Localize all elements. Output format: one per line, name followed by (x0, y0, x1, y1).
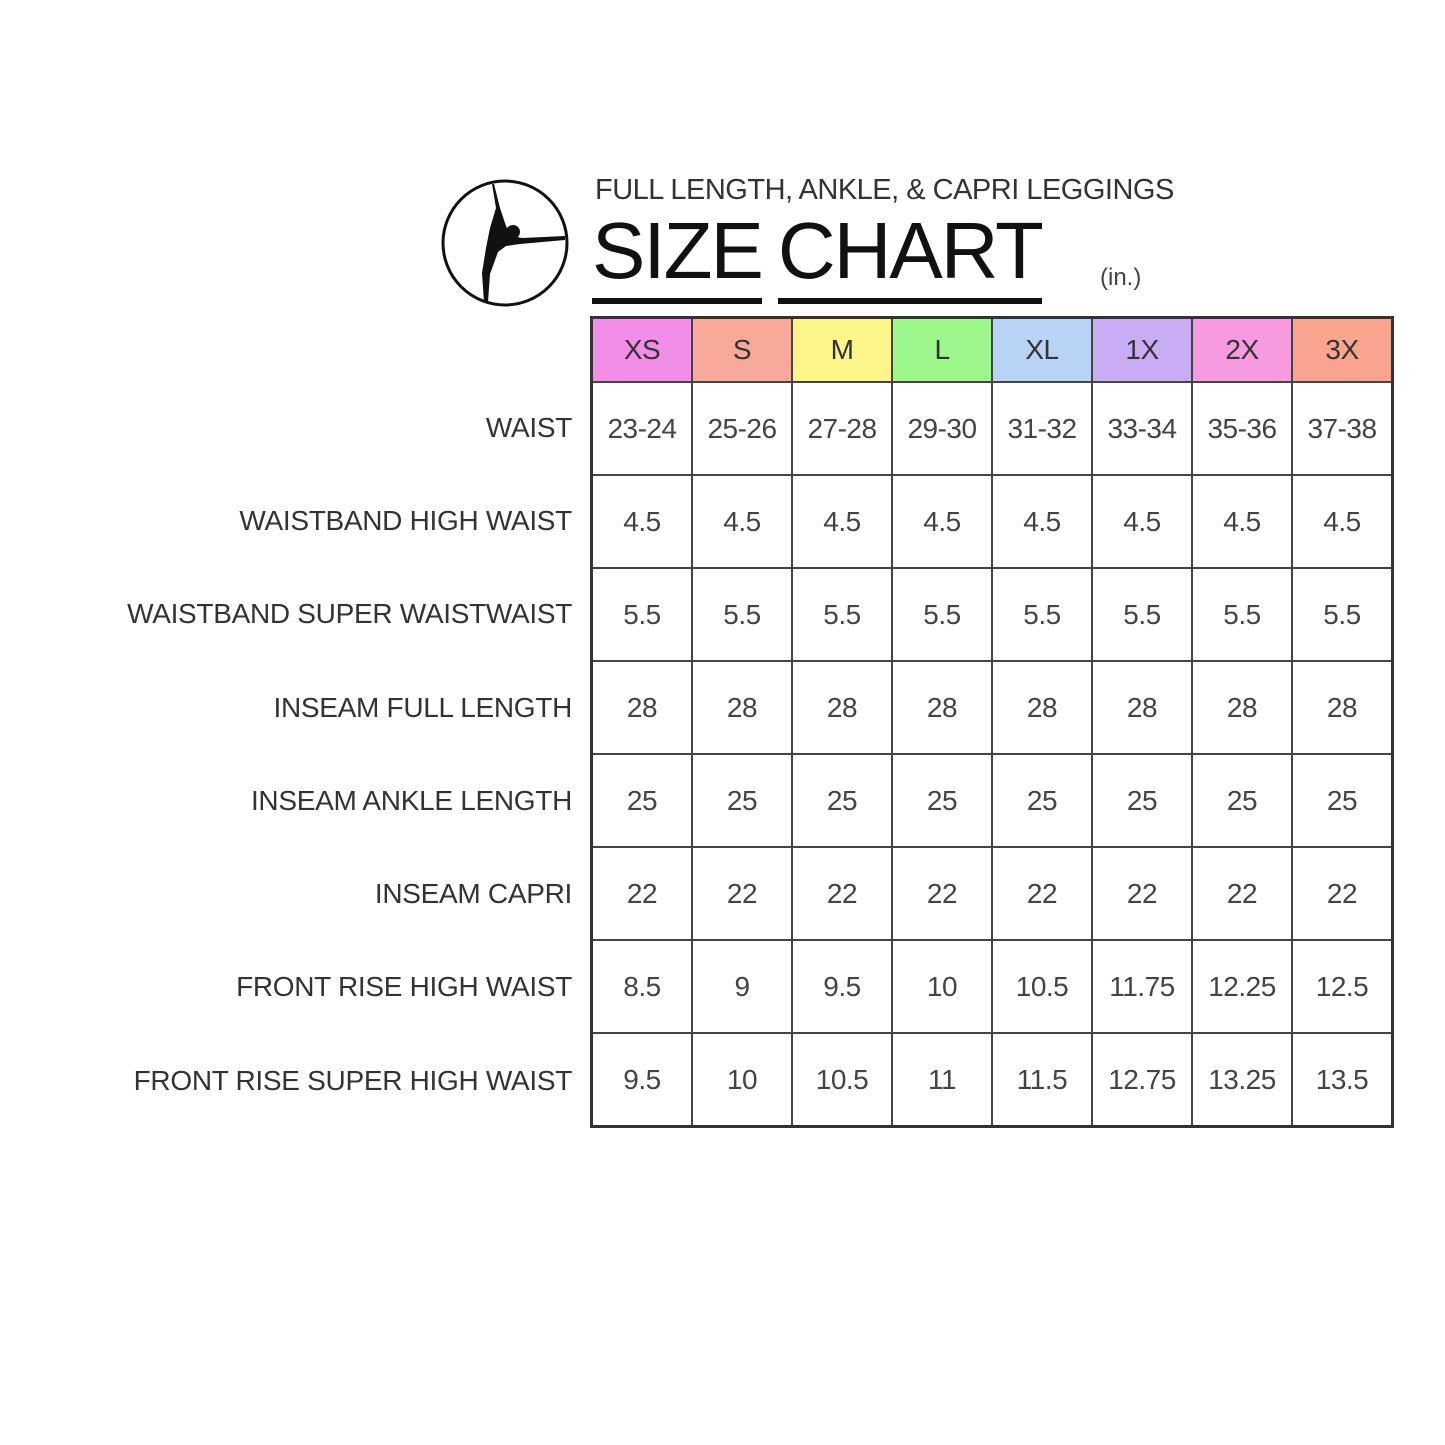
table-cell: 27-28 (791, 381, 893, 476)
table-cell: 9 (691, 939, 793, 1034)
size-header-3x: 3X (1291, 316, 1394, 383)
table-cell: 28 (691, 660, 793, 755)
table-cell: 9.5 (590, 1032, 693, 1128)
table-cell: 4.5 (791, 474, 893, 569)
table-cell: 25 (1291, 753, 1394, 848)
size-header-1x: 1X (1091, 316, 1193, 383)
table-cell: 10 (891, 939, 993, 1034)
table-cell: 12.75 (1091, 1032, 1193, 1128)
table-cell: 12.5 (1291, 939, 1394, 1034)
table-cell: 25 (691, 753, 793, 848)
title-word-size: SIZE (592, 206, 764, 304)
table-cell: 28 (1091, 660, 1193, 755)
table-cell: 5.5 (991, 567, 1093, 662)
row-label: WAISTBAND HIGH WAIST (239, 504, 572, 536)
row-label: WAISTBAND SUPER WAISTWAIST (127, 598, 572, 630)
table-row: 28 28 28 28 28 28 28 28 (590, 660, 1394, 755)
table-cell: 28 (891, 660, 993, 755)
table-row: 9.5 10 10.5 11 11.5 12.75 13.25 13.5 (590, 1032, 1394, 1128)
table-cell: 4.5 (691, 474, 793, 569)
row-label: INSEAM ANKLE LENGTH (250, 784, 572, 816)
table-cell: 13.25 (1191, 1032, 1293, 1128)
table-cell: 5.5 (891, 567, 993, 662)
size-header-row: XS S M L XL 1X 2X 3X (590, 316, 1394, 383)
table-cell: 28 (1191, 660, 1293, 755)
row-label: FRONT RISE SUPER HIGH WAIST (133, 1064, 573, 1096)
title-word-chart: CHART (777, 206, 1044, 304)
table-cell: 10 (691, 1032, 793, 1128)
table-cell: 25 (991, 753, 1093, 848)
table-cell: 23-24 (590, 381, 693, 476)
table-cell: 4.5 (891, 474, 993, 569)
table-cell: 5.5 (1091, 567, 1193, 662)
table-cell: 33-34 (1091, 381, 1193, 476)
table-cell: 11.5 (991, 1032, 1093, 1128)
row-label: WAIST (485, 411, 572, 443)
table-cell: 28 (791, 660, 893, 755)
table-cell: 11 (891, 1032, 993, 1128)
table-cell: 4.5 (590, 474, 693, 569)
table-cell: 5.5 (590, 567, 693, 662)
table-cell: 28 (590, 660, 693, 755)
table-row: 25 25 25 25 25 25 25 25 (590, 753, 1394, 848)
table-cell: 4.5 (1291, 474, 1394, 569)
table-cell: 5.5 (691, 567, 793, 662)
page-title: SIZE CHART (592, 206, 1058, 304)
table-row: 23-24 25-26 27-28 29-30 31-32 33-34 35-36 37-38 (590, 381, 1394, 476)
table-cell: 25 (1191, 753, 1293, 848)
table-cell: 31-32 (991, 381, 1093, 476)
gymnast-logo-icon (441, 179, 569, 307)
size-header-2x: 2X (1191, 316, 1293, 383)
table-cell: 28 (1291, 660, 1394, 755)
table-cell: 12.25 (1191, 939, 1293, 1034)
table-cell: 22 (791, 846, 893, 941)
row-label: INSEAM FULL LENGTH (273, 691, 572, 723)
table-cell: 25-26 (691, 381, 793, 476)
row-label: FRONT RISE HIGH WAIST (236, 971, 572, 1003)
table-cell: 22 (691, 846, 793, 941)
table-cell: 28 (991, 660, 1093, 755)
row-label: INSEAM CAPRI (374, 878, 572, 910)
table-cell: 9.5 (791, 939, 893, 1034)
table-cell: 5.5 (1291, 567, 1394, 662)
table-cell: 22 (590, 846, 693, 941)
table-cell: 22 (991, 846, 1093, 941)
table-cell: 25 (590, 753, 693, 848)
table-cell: 22 (1291, 846, 1394, 941)
table-cell: 25 (791, 753, 893, 848)
table-cell: 37-38 (1291, 381, 1394, 476)
table-cell: 4.5 (991, 474, 1093, 569)
table-cell: 22 (891, 846, 993, 941)
table-cell: 4.5 (1091, 474, 1193, 569)
size-header-xs: XS (590, 316, 693, 383)
table-cell: 22 (1091, 846, 1193, 941)
table-cell: 25 (1091, 753, 1193, 848)
table-row: 8.5 9 9.5 10 10.5 11.75 12.25 12.5 (590, 939, 1394, 1034)
size-header-l: L (891, 316, 993, 383)
table-cell: 11.75 (1091, 939, 1193, 1034)
table-cell: 5.5 (1191, 567, 1293, 662)
row-labels: WAIST WAISTBAND HIGH WAIST WAISTBAND SUPER… (0, 381, 572, 1127)
table-row: 22 22 22 22 22 22 22 22 (590, 846, 1394, 941)
table-cell: 10.5 (991, 939, 1093, 1034)
table-cell: 29-30 (891, 381, 993, 476)
table-cell: 13.5 (1291, 1032, 1394, 1128)
table-row: 5.5 5.5 5.5 5.5 5.5 5.5 5.5 5.5 (590, 567, 1394, 662)
table-cell: 8.5 (590, 939, 693, 1034)
table-cell: 25 (891, 753, 993, 848)
table-cell: 4.5 (1191, 474, 1293, 569)
table-row: 4.5 4.5 4.5 4.5 4.5 4.5 4.5 4.5 (590, 474, 1394, 569)
table-cell: 22 (1191, 846, 1293, 941)
table-cell: 5.5 (791, 567, 893, 662)
table-cell: 35-36 (1191, 381, 1293, 476)
size-header-s: S (691, 316, 793, 383)
size-header-m: M (791, 316, 893, 383)
size-table: XS S M L XL 1X 2X 3X 23-24 25-26 27-28 29-30 31-32 33… (590, 316, 1394, 1128)
unit-label: (in.) (1100, 264, 1142, 291)
size-header-xl: XL (991, 316, 1093, 383)
chart-subtitle: FULL LENGTH, ANKLE, & CAPRI LEGGINGS (595, 174, 1174, 206)
table-cell: 10.5 (791, 1032, 893, 1128)
